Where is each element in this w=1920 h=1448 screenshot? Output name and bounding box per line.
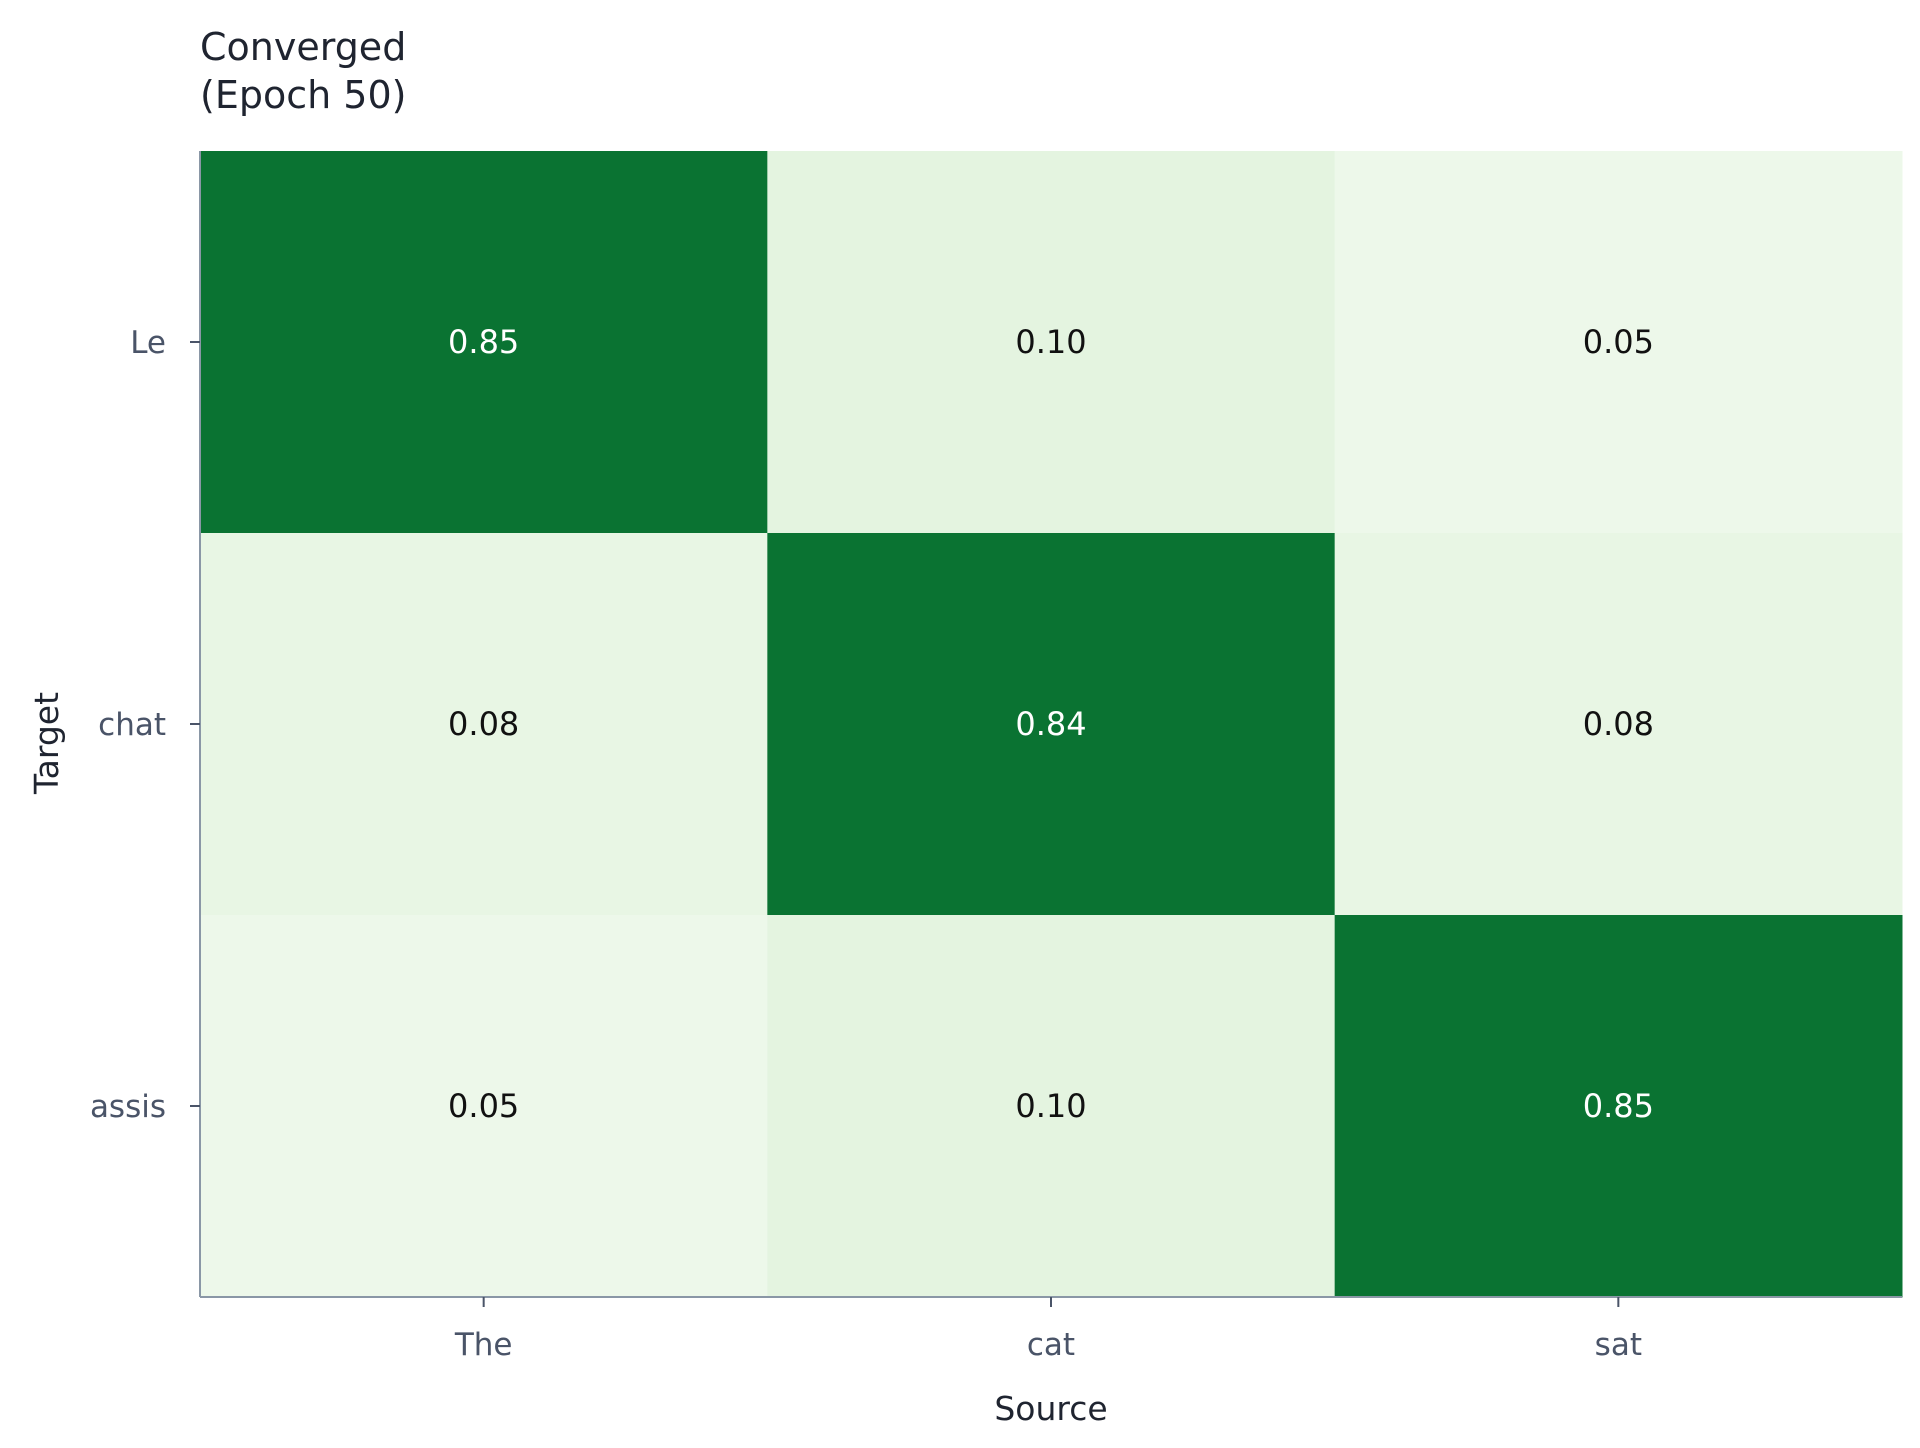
cell-value-label-r2-c0: 0.05	[448, 1087, 519, 1125]
chart-title-line-1: Converged	[200, 25, 406, 69]
x-tick-label-2: sat	[1595, 1327, 1642, 1363]
cell-value-label-r0-c1: 0.10	[1015, 323, 1086, 361]
x-axis-ticks: The cat sat	[454, 1297, 1642, 1363]
y-tick-label-0: Le	[130, 325, 166, 361]
heatmap-cell-r0-c2	[1334, 151, 1903, 534]
heatmap-cell-r1-c0	[200, 533, 768, 916]
heatmap-cell-labels: 0.85 0.10 0.05 0.08 0.84 0.08 0.05 0.10 0.85	[448, 323, 1654, 1125]
y-axis-ticks: Le chat assis	[90, 325, 200, 1125]
heatmap-cell-r1-c2	[1334, 533, 1903, 916]
cell-value-label-r2-c1: 0.10	[1015, 1087, 1086, 1125]
y-tick-label-1: chat	[98, 707, 166, 743]
heatmap-cell-r0-c0	[200, 151, 768, 534]
heatmap-cells	[200, 151, 1903, 1298]
y-axis-label: Target	[27, 692, 66, 795]
y-tick-label-2: assis	[90, 1089, 166, 1125]
cell-value-label-r0-c2: 0.05	[1583, 323, 1654, 361]
cell-value-label-r1-c1: 0.84	[1015, 705, 1086, 743]
heatmap-cell-r2-c2	[1334, 915, 1903, 1298]
chart-title-line-2: (Epoch 50)	[200, 73, 406, 117]
cell-value-label-r1-c2: 0.08	[1583, 705, 1654, 743]
heatmap-cell-r1-c1	[767, 533, 1336, 916]
cell-value-label-r2-c2: 0.85	[1583, 1087, 1654, 1125]
x-tick-label-1: cat	[1027, 1327, 1075, 1363]
cell-value-label-r0-c0: 0.85	[448, 323, 519, 361]
heatmap-cell-r2-c1	[767, 915, 1336, 1298]
x-axis-label: Source	[994, 1389, 1107, 1428]
x-tick-label-0: The	[454, 1327, 513, 1363]
heatmap-cell-r0-c1	[767, 151, 1336, 534]
heatmap-cell-r2-c0	[200, 915, 768, 1298]
cell-value-label-r1-c0: 0.08	[448, 705, 519, 743]
